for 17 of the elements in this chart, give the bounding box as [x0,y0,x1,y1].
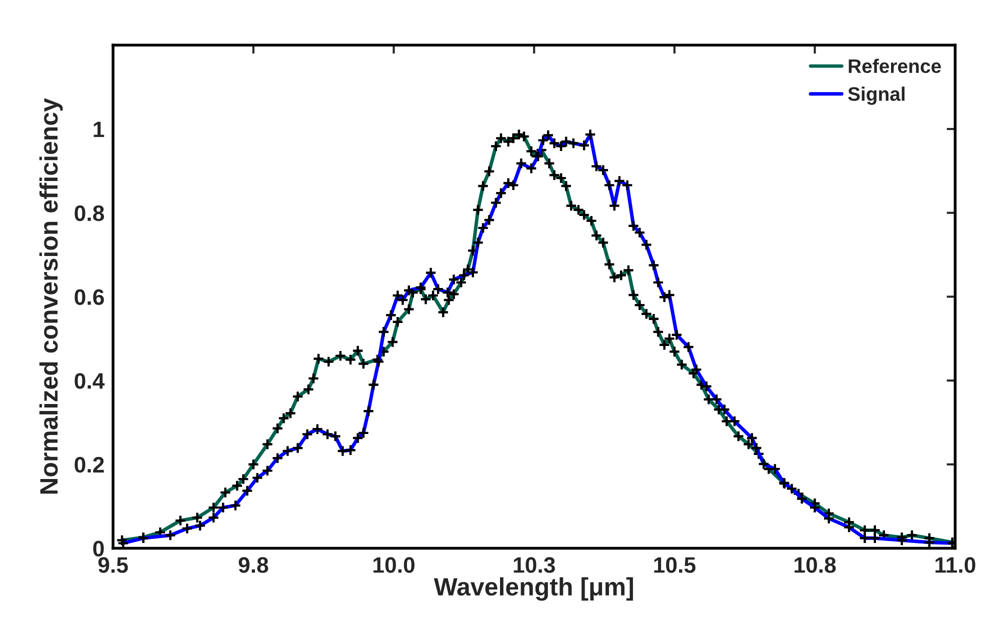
x-axis-title: Wavelength [μm] [434,577,633,601]
y-tick-label: 0.2 [74,456,104,473]
x-tick-label: 11.0 [936,557,976,573]
x-tick-label: 10.3 [514,557,555,573]
x-tick-label: 9.5 [98,557,128,573]
y-tick-label: 0.8 [74,205,104,222]
x-tick-label: 10.5 [654,557,696,573]
y-tick-label: 0 [93,540,104,557]
x-tick-label: 9.8 [238,557,268,573]
x-tick-label: 10.0 [374,557,414,573]
x-tick-label: 10.8 [794,557,836,573]
y-tick-label: 1 [94,122,104,138]
legend-label: Signal [848,86,904,105]
y-axis-title: Normalized conversion efficiency [39,98,63,494]
y-tick-label: 0.4 [74,373,105,389]
y-tick-label: 0.6 [74,289,104,305]
legend-label: Reference [848,58,941,74]
